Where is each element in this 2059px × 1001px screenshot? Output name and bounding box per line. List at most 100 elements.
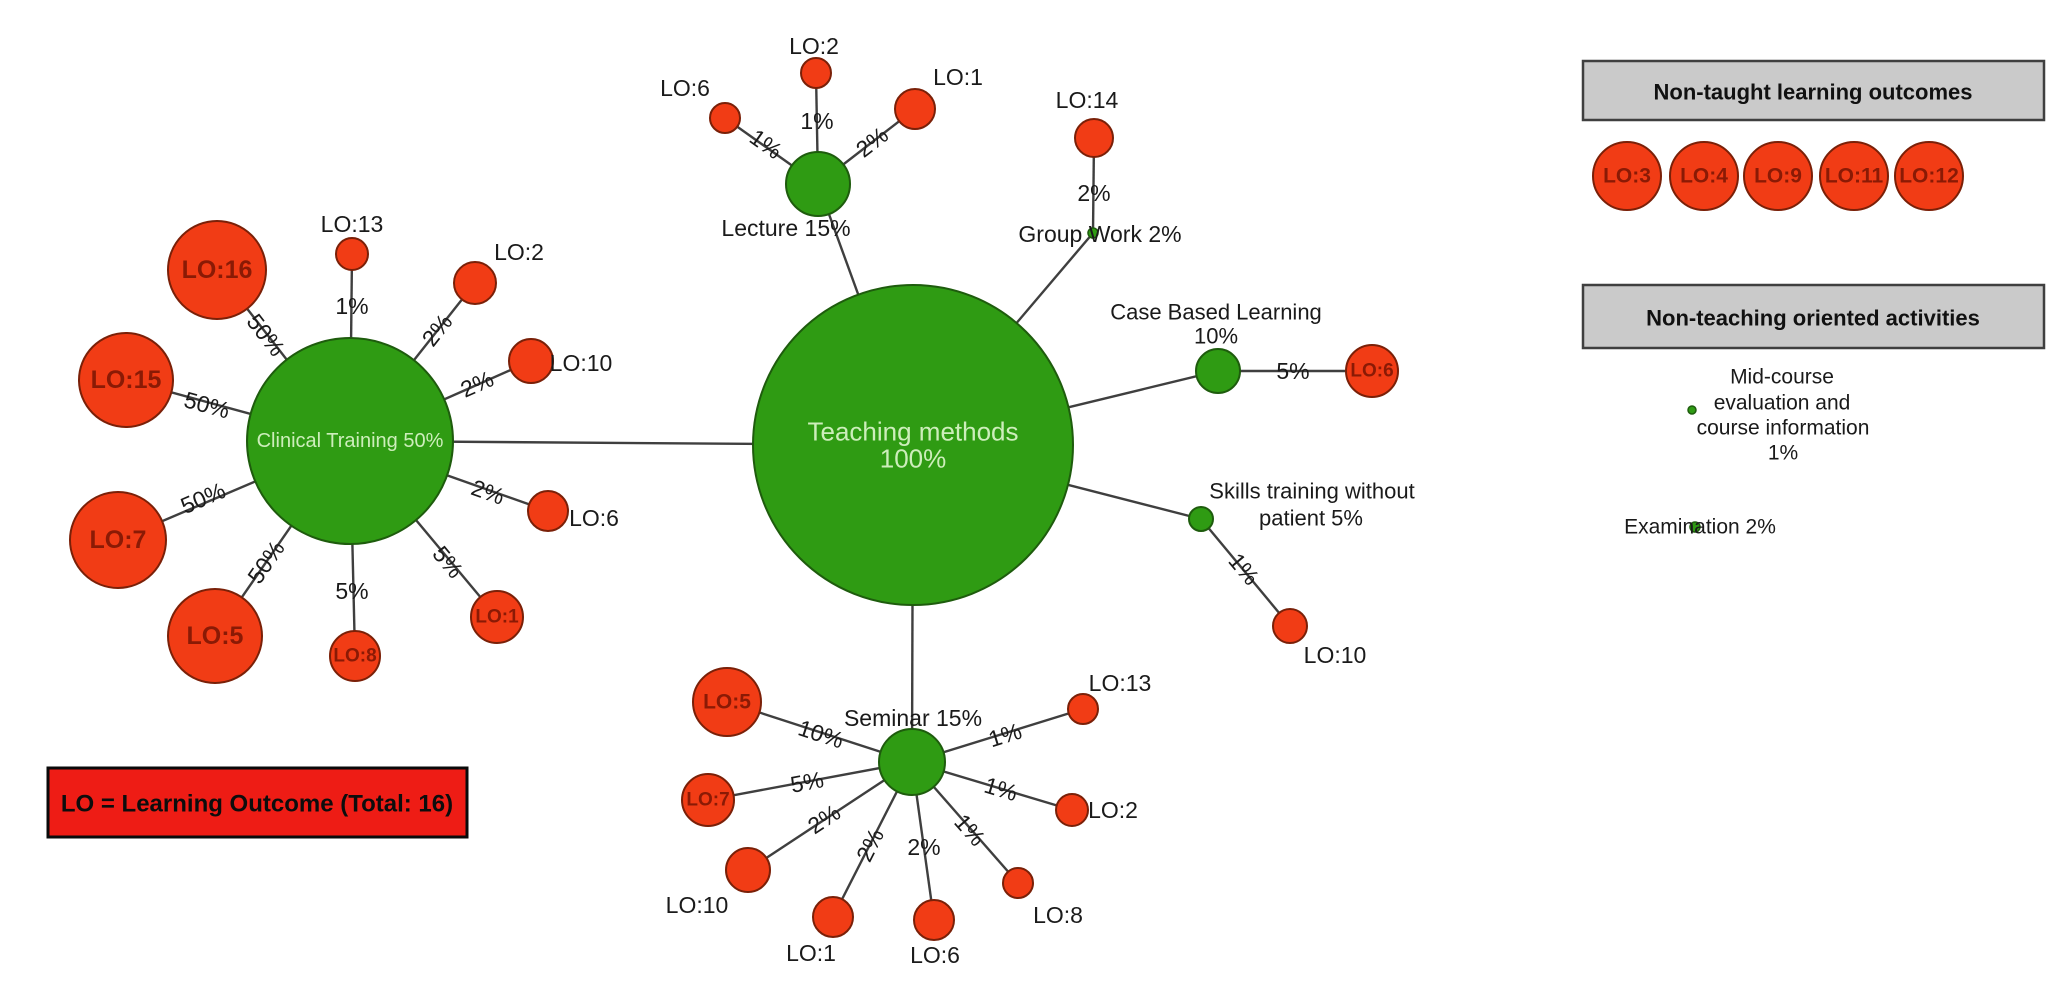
node-mid-dot	[1687, 405, 1697, 415]
label-lec-lo1: LO:1	[933, 64, 983, 90]
legend-text: LO = Learning Outcome (Total: 16)	[61, 791, 453, 818]
node-nt-lo12	[1894, 141, 1964, 211]
node-cbl	[1195, 348, 1241, 394]
label-cbl-line1: Case Based Learning	[1110, 300, 1322, 325]
label-lo14: LO:14	[1056, 87, 1119, 113]
nodes-layer	[69, 57, 1964, 941]
label-group-work: Group Work 2%	[1018, 221, 1181, 247]
label-mid-course-line4: 1%	[1768, 442, 1798, 465]
node-label-cl-lo15: LO:15	[91, 366, 162, 394]
label-mid-course-line2: evaluation and	[1714, 392, 1851, 415]
node-exam-dot	[1689, 521, 1701, 533]
node-lecture	[785, 151, 851, 217]
label-cl-lo10: LO:10	[550, 350, 613, 376]
node-lec-lo2	[800, 57, 832, 89]
node-sem-lo5	[692, 667, 762, 737]
label-cl-lo2: LO:2	[494, 239, 544, 265]
node-seminar	[878, 728, 946, 796]
node-cl-lo2	[453, 261, 497, 305]
node-cl-lo13	[335, 237, 369, 271]
node-label-nt-lo11: LO:11	[1825, 165, 1884, 188]
node-sem-lo6	[913, 899, 955, 941]
node-lo14	[1074, 118, 1114, 158]
node-label-cl-lo8: LO:8	[333, 646, 376, 667]
node-label-cl-lo5: LO:5	[187, 622, 244, 650]
edge-pct-clinical-cl-lo13: 1%	[335, 293, 368, 319]
node-cl-lo8	[329, 630, 381, 682]
label-skills-line2: patient 5%	[1259, 506, 1363, 531]
node-clinical	[246, 337, 454, 545]
node-nt-lo9	[1743, 141, 1813, 211]
edge-pct-lecture-lec-lo1: 2%	[851, 122, 893, 163]
node-sem-lo7	[681, 773, 735, 827]
node-cl-lo15	[78, 332, 174, 428]
node-cl-lo6	[527, 490, 569, 532]
edge-pct-seminar-sem-lo7: 5%	[788, 766, 825, 798]
non-teaching-activities-title: Non-teaching oriented activities	[1646, 306, 1980, 331]
node-nt-lo3	[1592, 141, 1662, 211]
node-label-cl-lo16: LO:16	[182, 256, 253, 284]
node-cl-lo10	[508, 338, 554, 384]
label-sem-lo2: LO:2	[1088, 797, 1138, 823]
node-sem-lo13	[1067, 693, 1099, 725]
node-skl-lo10	[1272, 608, 1308, 644]
node-cl-lo7	[69, 491, 167, 589]
edge-pct-clinical-cl-lo5: 50%	[242, 536, 290, 589]
edge-pct-clinical-cl-lo10: 2%	[457, 365, 498, 402]
edge-pct-seminar-sem-lo1: 2%	[851, 824, 889, 865]
node-label-teaching: 100%	[880, 444, 947, 474]
node-label-cl-lo7: LO:7	[90, 526, 147, 554]
node-label-sem-lo7: LO:7	[686, 790, 729, 811]
node-lec-lo1	[894, 88, 936, 130]
node-sem-lo8	[1002, 867, 1034, 899]
edge-pct-seminar-sem-lo10: 2%	[803, 799, 845, 839]
edge-pct-clinical-cl-lo2: 2%	[416, 309, 457, 351]
edge-pct-clinical-cl-lo7: 50%	[177, 477, 230, 519]
edge-pct-lecture-lec-lo2: 1%	[800, 108, 833, 134]
node-cl-lo16	[167, 220, 267, 320]
label-mid-course-line3: course information	[1697, 417, 1870, 440]
label-sem-lo10: LO:10	[666, 892, 729, 918]
label-seminar: Seminar 15%	[844, 705, 982, 731]
label-examination: Examination 2%	[1624, 516, 1776, 539]
label-skl-lo10: LO:10	[1304, 642, 1367, 668]
node-cl-lo5	[167, 588, 263, 684]
node-label-nt-lo12: LO:12	[1899, 165, 1959, 188]
non-teaching-activities-box	[1581, 283, 2046, 350]
node-label-cl-lo1: LO:1	[475, 607, 519, 628]
node-cbl-lo6	[1345, 344, 1399, 398]
node-nt-lo4	[1669, 141, 1739, 211]
edge-pct-seminar-sem-lo2: 1%	[981, 772, 1020, 806]
label-sem-lo8: LO:8	[1033, 902, 1083, 928]
node-label-nt-lo4: LO:4	[1680, 165, 1728, 188]
node-groupwork	[1087, 227, 1099, 239]
label-sem-lo13: LO:13	[1089, 670, 1152, 696]
label-mid-course-line1: Mid-course	[1730, 366, 1834, 389]
label-lec-lo6: LO:6	[660, 75, 710, 101]
non-taught-outcomes-box	[1581, 59, 2046, 122]
label-lec-lo2: LO:2	[789, 33, 839, 59]
edge-seminar-sem-lo7	[707, 760, 913, 802]
label-sem-lo6: LO:6	[910, 942, 960, 968]
node-nt-lo11	[1819, 141, 1889, 211]
label-cl-lo13: LO:13	[321, 211, 384, 237]
edge-pct-clinical-cl-lo8: 5%	[335, 578, 368, 604]
edge-pct-groupwork-lo14: 2%	[1077, 180, 1110, 206]
edge-pct-seminar-sem-lo5: 10%	[795, 715, 847, 754]
node-skills	[1188, 506, 1214, 532]
node-sem-lo10	[725, 847, 771, 893]
label-cbl-line2: 10%	[1194, 324, 1238, 349]
edge-pct-clinical-cl-lo15: 50%	[181, 386, 232, 423]
non-taught-outcomes-title: Non-taught learning outcomes	[1654, 80, 1973, 105]
edge-skills-skl-lo10	[1200, 518, 1291, 627]
node-lec-lo6	[709, 102, 741, 134]
edge-pct-seminar-sem-lo6: 2%	[907, 834, 940, 860]
node-teaching	[752, 284, 1074, 606]
node-label-teaching: Teaching methods	[807, 417, 1018, 447]
legend-box	[46, 766, 469, 839]
node-label-clinical: Clinical Training 50%	[257, 430, 444, 452]
edge-pct-cbl-cbl-lo6: 5%	[1276, 358, 1309, 384]
node-label-cbl-lo6: LO:6	[1350, 361, 1393, 382]
